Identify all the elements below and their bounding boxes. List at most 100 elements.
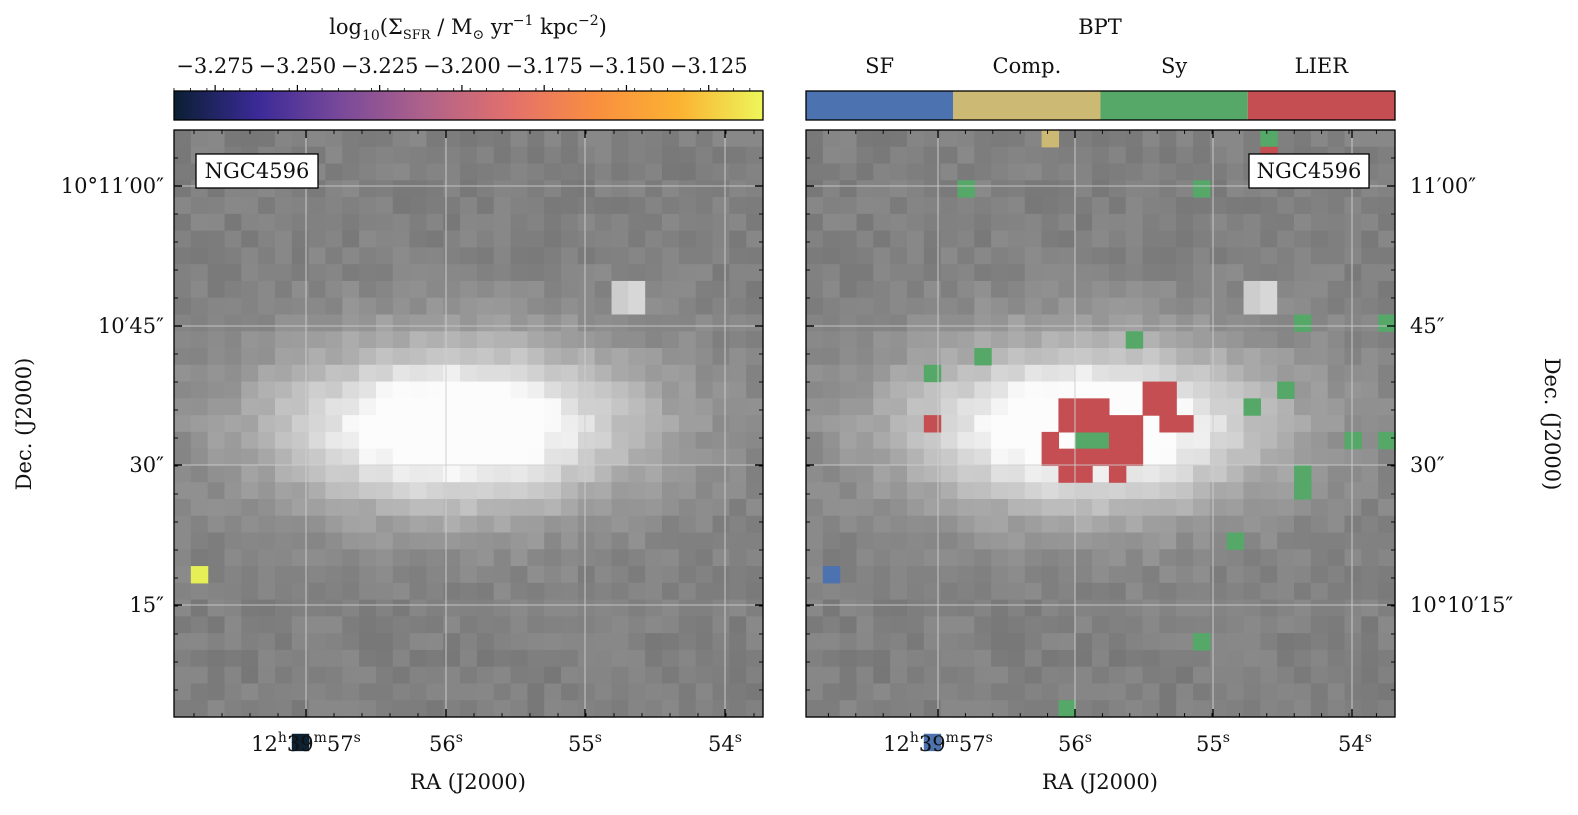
right-map-pixel <box>1007 146 1026 165</box>
left-map-pixel <box>561 566 579 584</box>
right-map-pixel <box>1361 482 1379 500</box>
left-map-pixel <box>561 130 579 148</box>
left-map-pixel <box>746 331 764 349</box>
left-map-pixel <box>544 381 562 399</box>
left-map-pixel <box>190 381 209 399</box>
right-map-pixel <box>1226 163 1245 181</box>
right-map-pixel <box>1294 700 1312 718</box>
left-map-pixel <box>190 633 209 651</box>
right-map-pixel <box>1277 130 1295 148</box>
left-map-pixel <box>274 364 293 383</box>
right-map-pixel <box>1108 700 1127 718</box>
left-map-pixel <box>174 364 192 383</box>
right-map-pixel <box>1041 649 1060 668</box>
left-map-pixel <box>729 515 747 534</box>
left-map-pixel <box>241 213 259 232</box>
right-map-pixel <box>1176 549 1194 567</box>
right-map-pixel <box>1209 314 1228 332</box>
right-map-pixel <box>1075 482 1093 500</box>
left-map-pixel <box>561 633 579 651</box>
right-map-pixel <box>1209 498 1228 517</box>
right-map-pixel <box>890 146 908 165</box>
right-map-pixel <box>1226 465 1245 483</box>
right-map-pixel <box>1159 197 1177 215</box>
right-map-pixel <box>957 649 975 668</box>
left-map-pixel <box>695 381 714 399</box>
left-map-pixel <box>527 633 545 651</box>
bpt-pixel-sy <box>1092 431 1110 450</box>
right-map-pixel <box>822 314 841 332</box>
left-map-pixel <box>443 616 461 634</box>
left-colorbar-gradient <box>173 90 764 121</box>
right-map-pixel <box>923 498 942 517</box>
left-map-pixel <box>359 264 377 282</box>
left-map-pixel <box>359 247 377 265</box>
left-map-pixel <box>746 398 764 416</box>
right-map-pixel <box>1378 297 1396 316</box>
left-colorbar-title: log10(ΣSFR / M⊙ yr−1 kpc−2) <box>329 13 607 44</box>
right-map-pixel <box>890 297 908 316</box>
left-map-pixel <box>308 666 327 685</box>
left-map-pixel <box>611 549 629 567</box>
right-map-pixel <box>1243 649 1261 668</box>
left-map-pixel <box>695 264 714 282</box>
left-map-pixel <box>258 381 276 399</box>
bpt-pixel-sy <box>1378 431 1396 450</box>
left-map-pixel <box>476 415 495 433</box>
left-map-pixel <box>359 146 377 165</box>
left-map-pixel <box>662 566 680 584</box>
right-map-pixel <box>1260 331 1278 349</box>
right-map-pixel <box>890 683 908 701</box>
left-map-pixel <box>678 482 697 500</box>
left-map-pixel <box>392 146 411 165</box>
right-map-pixel <box>806 180 824 198</box>
right-map-pixel <box>1058 649 1076 668</box>
right-map-pixel <box>1310 264 1329 282</box>
left-map-pixel <box>544 213 562 232</box>
right-map-pixel <box>974 599 992 617</box>
left-map-pixel <box>409 398 428 416</box>
left-map-pixel <box>678 197 697 215</box>
right-galaxy-label: NGC4596 <box>1248 153 1370 189</box>
left-map-pixel <box>645 582 663 601</box>
left-map-pixel <box>443 180 461 198</box>
left-map-pixel <box>174 130 192 148</box>
right-map-pixel <box>1344 448 1362 467</box>
left-map-pixel <box>577 146 596 165</box>
right-map-pixel <box>1226 566 1245 584</box>
right-map-pixel <box>1193 415 1211 433</box>
right-map-pixel <box>1058 314 1076 332</box>
left-map-pixel <box>308 582 327 601</box>
right-map-pixel <box>1361 566 1379 584</box>
right-map-pixel <box>1361 331 1379 349</box>
right-map-pixel <box>974 649 992 668</box>
right-map-pixel <box>1142 163 1160 181</box>
right-map-pixel <box>1327 364 1346 383</box>
left-map-pixel <box>426 247 444 265</box>
left-map-pixel <box>308 482 327 500</box>
right-map-pixel <box>991 683 1009 701</box>
right-map-pixel <box>1159 666 1177 685</box>
left-map-pixel <box>258 700 276 718</box>
left-map-pixel <box>190 515 209 534</box>
right-map-pixel <box>906 582 925 601</box>
right-map-pixel <box>822 230 841 248</box>
left-map-pixel <box>493 280 512 299</box>
right-map-pixel <box>1142 599 1160 617</box>
right-map-pixel <box>957 448 975 467</box>
right-map-pixel <box>1209 247 1228 265</box>
right-map-pixel <box>806 398 824 416</box>
right-map-pixel <box>1209 163 1228 181</box>
right-map-pixel <box>974 666 992 685</box>
left-map-pixel <box>325 566 343 584</box>
right-map-pixel <box>1092 515 1110 534</box>
left-map-pixel <box>308 515 327 534</box>
left-map-pixel <box>746 415 764 433</box>
left-map-pixel <box>645 448 663 467</box>
right-map-pixel <box>890 264 908 282</box>
right-map-pixel <box>873 230 891 248</box>
left-map-pixel <box>662 146 680 165</box>
left-map-pixel <box>662 331 680 349</box>
right-map-pixel <box>1243 448 1261 467</box>
left-map-pixel <box>678 348 697 366</box>
